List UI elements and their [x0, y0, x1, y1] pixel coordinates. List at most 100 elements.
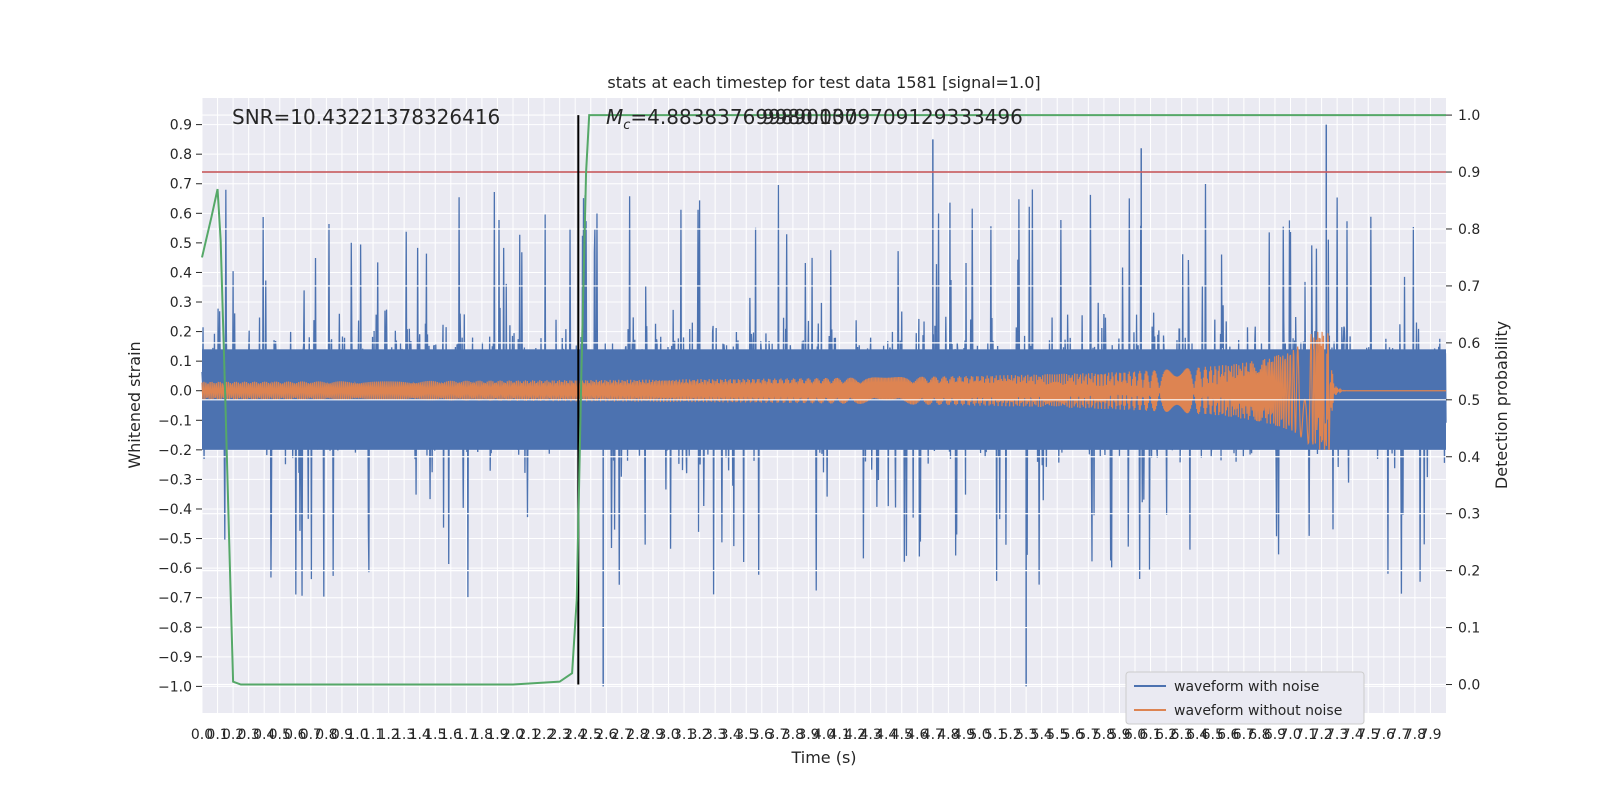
x-tick-label: 1.8: [471, 727, 493, 743]
x-tick-label: 4.0: [813, 727, 835, 743]
x-tick-label: 0.2: [222, 727, 244, 743]
x-tick-label: 7.7: [1388, 727, 1410, 743]
y2-tick-label: 0.7: [1458, 279, 1480, 295]
x-tick-label: 7.9: [1419, 727, 1441, 743]
x-tick-label: 5.4: [1031, 727, 1053, 743]
x-tick-label: 1.2: [377, 727, 399, 743]
y-tick-label: 0.0: [170, 384, 192, 400]
y-tick-labels: −1.0 −0.9 −0.8 −0.7 −0.6 −0.5 −0.4 −0.3 −0.2 −0.1…: [158, 118, 202, 695]
y2-axis-label: Detection probability: [1492, 321, 1511, 489]
x-tick-label: 2.4: [564, 727, 586, 743]
y2-tick-label: 0.1: [1458, 621, 1480, 637]
x-tick-label: 6.5: [1202, 727, 1224, 743]
x-tick-label: 3.2: [688, 727, 710, 743]
y-tick-label: −0.2: [158, 443, 192, 459]
x-tick-label: 0.5: [269, 727, 291, 743]
x-tick-label: 4.1: [828, 727, 850, 743]
y2-tick-label: 0.2: [1458, 564, 1480, 580]
y-tick-label: 0.8: [170, 147, 192, 163]
y-tick-label: −1.0: [158, 679, 192, 695]
y-tick-label: −0.9: [158, 650, 192, 666]
x-tick-label: 4.8: [937, 727, 959, 743]
x-tick-label: 5.1: [984, 727, 1006, 743]
y-tick-label: −0.3: [158, 472, 192, 488]
legend-label-noise: waveform with noise: [1174, 679, 1319, 695]
chirp-mass-subscript: c: [623, 118, 630, 133]
x-tick-label: 2.7: [611, 727, 633, 743]
legend-box: [1125, 671, 1365, 725]
x-tick-label: 3.7: [766, 727, 788, 743]
x-tick-label: 2.8: [626, 727, 648, 743]
x-tick-label: 6.1: [1139, 727, 1161, 743]
y-tick-label: −0.6: [158, 561, 192, 577]
x-tick-label: 6.0: [1124, 727, 1146, 743]
x-tick-label: 6.2: [1155, 727, 1177, 743]
x-tick-label: 2.3: [549, 727, 571, 743]
y2-tick-label: 1.0: [1458, 108, 1480, 124]
x-tick-label: 5.3: [1015, 727, 1037, 743]
x-tick-label: 7.0: [1279, 727, 1301, 743]
overlap-annotation: 9980.0009709129333496: [762, 105, 1023, 129]
x-axis-label: Time (s): [790, 748, 856, 767]
x-tick-label: 5.8: [1093, 727, 1115, 743]
x-tick-label: 4.9: [953, 727, 975, 743]
x-tick-label: 1.6: [440, 727, 462, 743]
chart-title: stats at each timestep for test data 158…: [607, 73, 1040, 92]
legend: waveform with noise waveform without noi…: [1125, 671, 1365, 725]
y2-tick-label: 0.3: [1458, 507, 1480, 523]
chirp-mass-symbol: M: [606, 105, 623, 129]
x-tick-label: 7.8: [1404, 727, 1426, 743]
chirp-mass-value: =4.883837699890137: [630, 105, 857, 129]
y-tick-label: 0.6: [170, 206, 192, 222]
x-tick-label: 2.5: [580, 727, 602, 743]
x-tick-label: 6.7: [1233, 727, 1255, 743]
y2-tick-labels: 0.0 0.1 0.2 0.3 0.4 0.5 0.6 0.7 0.8 0.9 1.0: [1446, 108, 1480, 694]
x-tick-label: 2.9: [642, 727, 664, 743]
x-tick-label: 0.3: [238, 727, 260, 743]
x-tick-label: 2.6: [595, 727, 617, 743]
chirp-mass-annotation: Mc=4.883837699890137: [606, 105, 857, 133]
x-tick-label: 4.4: [875, 727, 897, 743]
x-tick-label: 3.8: [782, 727, 804, 743]
y-tick-label: 0.9: [170, 118, 192, 134]
x-tick-label: 5.5: [1046, 727, 1068, 743]
x-tick-label: 1.3: [393, 727, 415, 743]
snr-annotation: SNR=10.43221378326416: [232, 105, 500, 129]
y-axis-label: Whitened strain: [125, 341, 144, 468]
x-tick-label: 3.5: [735, 727, 757, 743]
series-waveform-without-noise: [201, 331, 1446, 450]
y-tick-label: 0.4: [170, 265, 192, 281]
x-tick-label: 7.4: [1342, 727, 1364, 743]
x-tick-label: 2.1: [517, 727, 539, 743]
x-tick-label: 6.9: [1264, 727, 1286, 743]
x-tick-label: 3.1: [673, 727, 695, 743]
x-tick-label: 3.4: [720, 727, 742, 743]
x-tick-label: 5.9: [1108, 727, 1130, 743]
x-tick-label: 6.6: [1217, 727, 1239, 743]
x-tick-label: 7.6: [1373, 727, 1395, 743]
x-tick-label: 6.4: [1186, 727, 1208, 743]
x-tick-label: 3.9: [797, 727, 819, 743]
x-tick-label: 4.7: [922, 727, 944, 743]
x-tick-label: 2.0: [502, 727, 524, 743]
x-tick-label: 3.6: [751, 727, 773, 743]
x-tick-label: 1.5: [424, 727, 446, 743]
x-tick-label: 0.8: [315, 727, 337, 743]
x-tick-label: 4.5: [891, 727, 913, 743]
y2-tick-label: 0.4: [1458, 450, 1480, 466]
x-tick-label: 4.6: [906, 727, 928, 743]
y-tick-label: −0.1: [158, 413, 192, 429]
x-tick-label: 4.2: [844, 727, 866, 743]
y2-tick-label: 0.6: [1458, 336, 1480, 352]
y-tick-label: 0.1: [170, 354, 192, 370]
x-tick-label: 7.5: [1357, 727, 1379, 743]
x-tick-label: 0.9: [331, 727, 353, 743]
y-tick-label: −0.4: [158, 502, 192, 518]
x-tick-label: 7.3: [1326, 727, 1348, 743]
x-tick-labels: 0.00.10.20.30.40.50.60.70.80.91.01.11.21…: [191, 727, 1442, 743]
x-tick-label: 1.4: [409, 727, 431, 743]
x-tick-label: 6.3: [1171, 727, 1193, 743]
y-tick-label: −0.5: [158, 532, 192, 548]
x-tick-label: 2.2: [533, 727, 555, 743]
